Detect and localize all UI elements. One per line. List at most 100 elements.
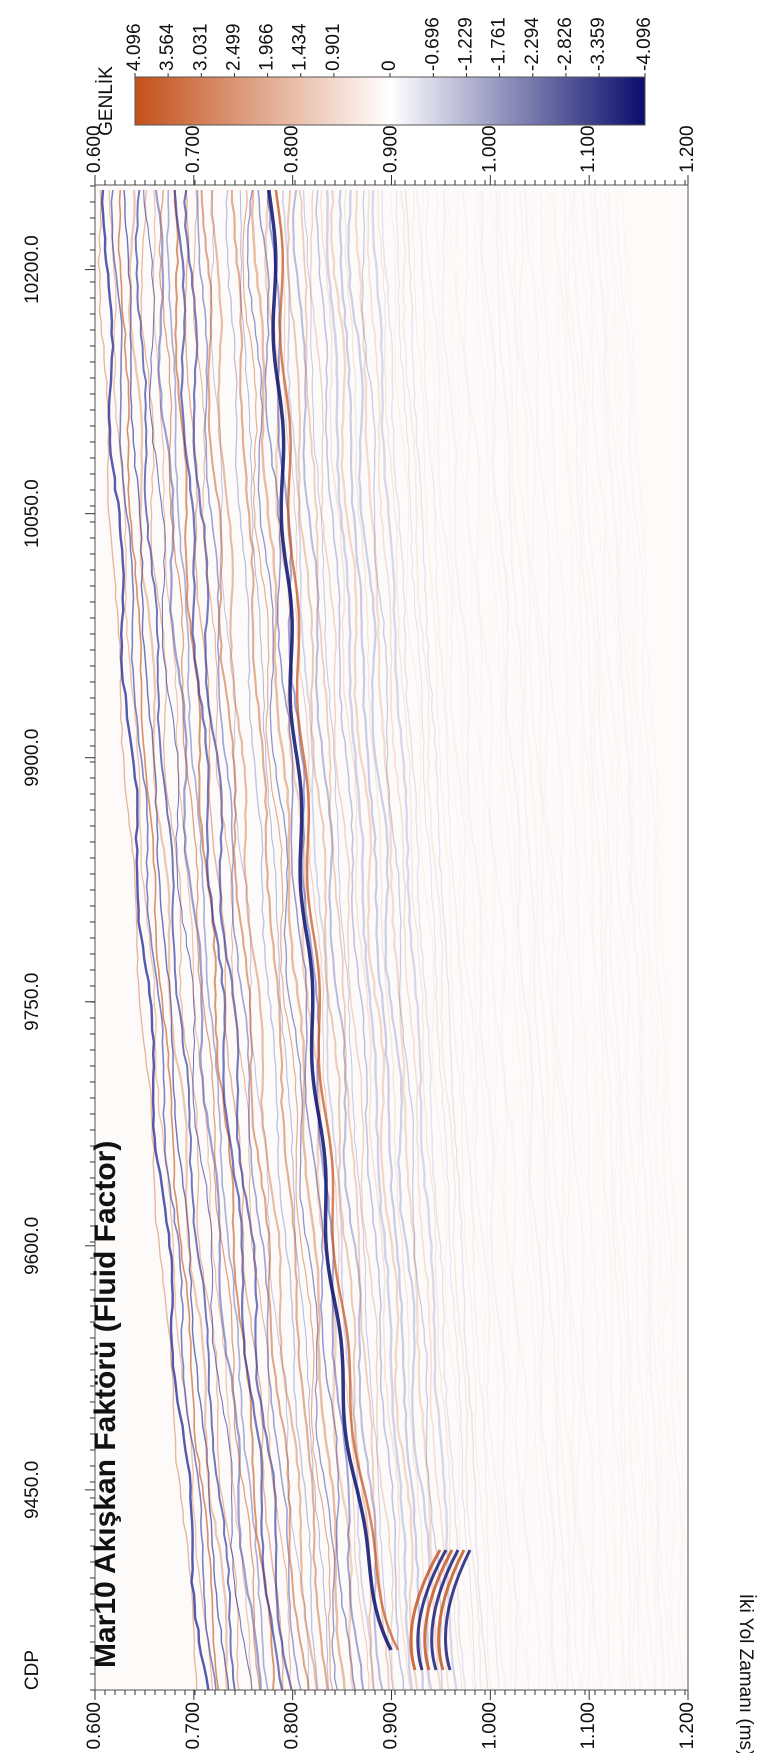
y-tick-label: 1.000 bbox=[479, 1702, 500, 1750]
y-tick-label: 0.600 bbox=[84, 125, 105, 173]
colorbar-tick-label: 3.564 bbox=[157, 23, 178, 71]
seismic-trace bbox=[154, 189, 262, 1691]
seismic-trace bbox=[143, 189, 253, 1691]
seismic-trace bbox=[281, 189, 375, 1691]
seismic-trace bbox=[183, 189, 293, 1691]
seismic-trace bbox=[152, 189, 253, 1691]
y-tick-label: 0.700 bbox=[183, 1702, 204, 1750]
y-tick-label: 0.900 bbox=[381, 1702, 402, 1750]
seismic-trace bbox=[230, 189, 329, 1691]
seismic-trace bbox=[395, 189, 477, 1691]
x-axis-label: CDP bbox=[22, 1650, 43, 1690]
seismic-trace bbox=[347, 189, 433, 1691]
seismic-trace bbox=[266, 189, 365, 1691]
x-tick-label: 9900.0 bbox=[22, 729, 43, 787]
y-tick-label: 0.600 bbox=[84, 1702, 105, 1750]
colorbar-tick-label: 3.031 bbox=[190, 23, 211, 71]
seismic-trace bbox=[134, 189, 236, 1691]
bright-spot bbox=[416, 1549, 448, 1671]
seismic-trace bbox=[196, 189, 302, 1691]
seismic-trace bbox=[165, 189, 269, 1691]
seismic-trace bbox=[242, 189, 334, 1691]
seismic-trace bbox=[246, 189, 338, 1691]
seismic-trace bbox=[140, 189, 240, 1691]
seismic-trace bbox=[97, 189, 198, 1691]
bright-spot bbox=[444, 1549, 472, 1671]
colorbar-tick-label: 2.499 bbox=[223, 23, 244, 71]
seismic-trace bbox=[315, 189, 405, 1691]
y-tick-label: 1.200 bbox=[677, 1702, 698, 1750]
y-tick-label: 0.900 bbox=[381, 125, 402, 173]
seismic-trace bbox=[344, 189, 430, 1691]
seismic-trace bbox=[292, 189, 384, 1691]
seismic-trace bbox=[329, 189, 419, 1691]
colorbar-tick-label: -4.096 bbox=[634, 17, 655, 71]
chart-title: Mar10 Akışkan Faktörü (Fluid Factor) bbox=[89, 1141, 122, 1668]
rotated-chart: 9450.0 9600.0 9750.0 9900.0 10050.0 10200.0 0.… bbox=[22, 17, 756, 1753]
x-tick-label: 9450.0 bbox=[22, 1461, 43, 1519]
seismic-trace bbox=[371, 189, 458, 1691]
y-tick-label: 1.100 bbox=[578, 1702, 599, 1750]
seismic-trace bbox=[325, 189, 414, 1691]
seismic-trace bbox=[571, 189, 642, 1691]
seismic-texture bbox=[97, 189, 655, 1691]
bright-spot bbox=[430, 1549, 460, 1671]
y-tick-label: 0.800 bbox=[282, 125, 303, 173]
seismic-trace bbox=[416, 189, 500, 1691]
seismic-trace bbox=[100, 189, 210, 1691]
colorbar-tick-label: 1.966 bbox=[257, 23, 278, 71]
x-tick-label: 9750.0 bbox=[22, 973, 43, 1031]
seismic-trace bbox=[404, 189, 489, 1691]
seismic-trace bbox=[567, 189, 637, 1691]
seismic-trace bbox=[298, 189, 390, 1691]
bright-spot bbox=[437, 1549, 466, 1671]
x-tick-label: 9600.0 bbox=[22, 1217, 43, 1275]
colorbar-tick-label: -0.696 bbox=[422, 17, 443, 71]
seismic-trace bbox=[494, 189, 569, 1691]
seismic-trace bbox=[303, 189, 394, 1691]
seismic-trace bbox=[553, 189, 628, 1691]
seismic-trace bbox=[424, 189, 508, 1691]
colorbar-tick-label: -2.294 bbox=[522, 17, 543, 71]
seismic-trace bbox=[361, 189, 443, 1691]
seismic-trace bbox=[250, 189, 346, 1691]
seismic-trace bbox=[110, 189, 217, 1691]
bright-spot bbox=[409, 1549, 442, 1671]
seismic-trace bbox=[263, 189, 355, 1691]
seismic-trace bbox=[381, 189, 467, 1691]
seismic-trace bbox=[319, 189, 411, 1691]
seismic-trace bbox=[411, 189, 492, 1691]
seismic-trace bbox=[239, 189, 330, 1691]
x-tick-label: 10200.0 bbox=[22, 235, 43, 304]
seismic-trace bbox=[376, 189, 463, 1691]
y-tick-label: 0.700 bbox=[183, 125, 204, 173]
seismic-trace bbox=[225, 189, 319, 1691]
seismic-trace bbox=[210, 189, 318, 1691]
seismic-trace bbox=[389, 189, 475, 1691]
colorbar-tick-label: 0.901 bbox=[323, 23, 344, 71]
seismic-trace bbox=[158, 189, 261, 1691]
seismic-trace bbox=[504, 189, 581, 1691]
seismic-trace bbox=[309, 189, 395, 1691]
colorbar-tick-label: -2.826 bbox=[555, 17, 576, 71]
seismic-trace bbox=[480, 189, 559, 1691]
seismic-trace bbox=[209, 189, 310, 1691]
colorbar bbox=[134, 76, 646, 126]
seismic-trace bbox=[338, 189, 424, 1691]
seismic-trace bbox=[354, 189, 442, 1691]
seismic-trace bbox=[200, 189, 310, 1691]
colorbar-tick-label: 0 bbox=[379, 60, 400, 71]
seismic-trace bbox=[498, 189, 575, 1691]
strong-reflector bbox=[274, 189, 400, 1651]
bright-spot bbox=[423, 1549, 454, 1671]
y-tick-label: 1.100 bbox=[578, 125, 599, 173]
y-tick-label: 1.000 bbox=[479, 125, 500, 173]
seismic-trace bbox=[581, 189, 655, 1691]
colorbar-tick-label: -1.229 bbox=[456, 17, 477, 71]
seismic-trace bbox=[257, 189, 357, 1691]
seismic-trace bbox=[286, 189, 375, 1691]
colorbar-tick-label: 4.096 bbox=[124, 23, 145, 71]
x-tick-label: 10050.0 bbox=[22, 479, 43, 548]
